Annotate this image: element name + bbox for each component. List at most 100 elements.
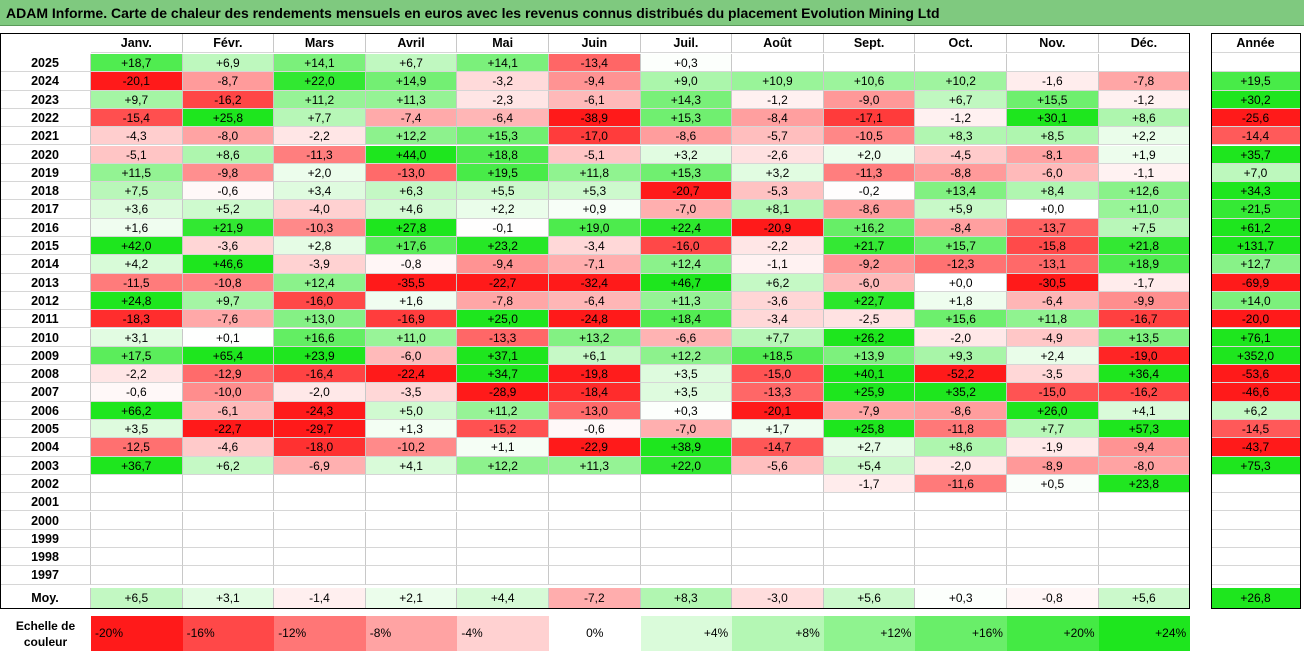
heatmap-cell: +6,1 <box>549 346 641 366</box>
heatmap-cell <box>365 474 458 494</box>
average-cell: +3,1 <box>182 588 275 609</box>
annual-cell: +34,3 <box>1211 182 1301 201</box>
year-label: 1997 <box>0 566 91 585</box>
heatmap-cell: +0,9 <box>549 200 641 219</box>
annual-cell: -46,6 <box>1211 383 1301 402</box>
heatmap-cell: -0,6 <box>182 182 275 201</box>
heatmap-cell: -7,1 <box>549 255 641 274</box>
heatmap-cell: -3,6 <box>182 237 275 256</box>
heatmap-cell: +16,6 <box>274 328 366 347</box>
heatmap-cell <box>274 548 366 567</box>
heatmap-cell <box>640 529 733 549</box>
heatmap-cell: -7,8 <box>457 291 549 311</box>
heatmap-cell <box>457 529 549 549</box>
heatmap-cell: -15,0 <box>732 365 824 384</box>
heatmap-cell: -0,6 <box>91 383 183 402</box>
heatmap-cell: -30,5 <box>1007 273 1099 292</box>
year-label: 2019 <box>0 163 91 183</box>
heatmap-cell: -8,6 <box>823 200 916 219</box>
heatmap-cell: -8,1 <box>1007 145 1099 164</box>
average-cell: +5,6 <box>1098 588 1191 609</box>
heatmap-cell: +9,3 <box>915 346 1007 366</box>
heatmap-cell: +7,7 <box>732 328 824 347</box>
heatmap-cell: -10,3 <box>274 218 366 237</box>
heatmap-cell: -9,8 <box>182 163 275 183</box>
heatmap-cell <box>549 474 641 494</box>
year-label: 2009 <box>0 346 91 366</box>
heatmap-cell: -29,7 <box>274 420 366 439</box>
heatmap-cell: +18,5 <box>732 346 824 366</box>
year-label: 2008 <box>0 365 91 384</box>
year-label: 2003 <box>0 456 91 475</box>
annual-cell: -14,4 <box>1211 127 1301 146</box>
heatmap-cell: +8,6 <box>182 145 275 164</box>
heatmap-cell: -3,4 <box>549 237 641 256</box>
heatmap-cell: +40,1 <box>823 365 916 384</box>
annual-cell: +6,2 <box>1211 401 1301 420</box>
annual-cell: +30,2 <box>1211 90 1301 109</box>
heatmap-cell <box>1098 529 1191 549</box>
color-scale-step: +20% <box>1007 616 1099 651</box>
heatmap-cell: -13,0 <box>365 163 458 183</box>
annual-cell: +14,0 <box>1211 291 1301 311</box>
heatmap-cell: -10,2 <box>365 438 458 457</box>
heatmap-cell: -1,9 <box>1007 438 1099 457</box>
heatmap-cell: -7,0 <box>640 200 733 219</box>
heatmap-cell: +11,0 <box>365 328 458 347</box>
heatmap-cell <box>1098 566 1191 585</box>
heatmap-cell: +8,6 <box>1098 108 1191 128</box>
heatmap-cell: -6,4 <box>549 291 641 311</box>
annual-cell: +35,7 <box>1211 145 1301 164</box>
year-label: 2000 <box>0 511 91 530</box>
heatmap-cell: -6,4 <box>457 108 549 128</box>
heatmap-cell <box>823 511 916 530</box>
year-label: 2014 <box>0 255 91 274</box>
heatmap-cell: -16,4 <box>274 365 366 384</box>
heatmap-cell: +12,4 <box>640 255 733 274</box>
heatmap-cell <box>457 493 549 512</box>
heatmap-cell: -16,2 <box>182 90 275 109</box>
average-cell: +8,3 <box>640 588 733 609</box>
annual-cell: -14,5 <box>1211 420 1301 439</box>
heatmap-cell: +25,8 <box>823 420 916 439</box>
heatmap-cell: -18,0 <box>274 438 366 457</box>
heatmap-cell: -15,2 <box>457 420 549 439</box>
heatmap-cell: +13,5 <box>1098 328 1191 347</box>
heatmap-cell: +2,2 <box>1098 127 1191 146</box>
heatmap-cell: -8,0 <box>1098 456 1191 475</box>
heatmap-cell: +25,0 <box>457 310 549 329</box>
heatmap-cell: -0,2 <box>823 182 916 201</box>
year-label: 2017 <box>0 200 91 219</box>
heatmap-cell: +13,4 <box>915 182 1007 201</box>
heatmap-cell: -9,4 <box>1098 438 1191 457</box>
heatmap-cell: +35,2 <box>915 383 1007 402</box>
month-header: Nov. <box>1007 33 1099 53</box>
heatmap-cell: +4,1 <box>365 456 458 475</box>
heatmap-cell <box>732 474 824 494</box>
heatmap-cell: +5,3 <box>549 182 641 201</box>
annual-cell <box>1211 529 1301 549</box>
heatmap-cell <box>1098 548 1191 567</box>
heatmap-cell <box>732 54 824 73</box>
heatmap-cell <box>182 511 275 530</box>
heatmap-cell: +37,1 <box>457 346 549 366</box>
annual-cell <box>1211 54 1301 73</box>
heatmap-cell: -4,5 <box>915 145 1007 164</box>
heatmap-cell: -2,5 <box>823 310 916 329</box>
heatmap-cell: -0,1 <box>457 218 549 237</box>
heatmap-cell: +5,4 <box>823 456 916 475</box>
heatmap-cell: +1,6 <box>91 218 183 237</box>
average-label: Moy. <box>0 588 91 609</box>
heatmap-cell: -4,9 <box>1007 328 1099 347</box>
heatmap-cell <box>91 548 183 567</box>
heatmap-cell: +13,2 <box>549 328 641 347</box>
heatmap-cell <box>365 548 458 567</box>
heatmap-cell: -13,4 <box>549 54 641 73</box>
color-scale-step: +24% <box>1098 616 1191 651</box>
heatmap-cell: +3,2 <box>640 145 733 164</box>
year-label: 2016 <box>0 218 91 237</box>
heatmap-cell <box>549 529 641 549</box>
heatmap-cell: -15,8 <box>1007 237 1099 256</box>
year-label: 2015 <box>0 237 91 256</box>
color-scale-step: -16% <box>182 616 275 651</box>
